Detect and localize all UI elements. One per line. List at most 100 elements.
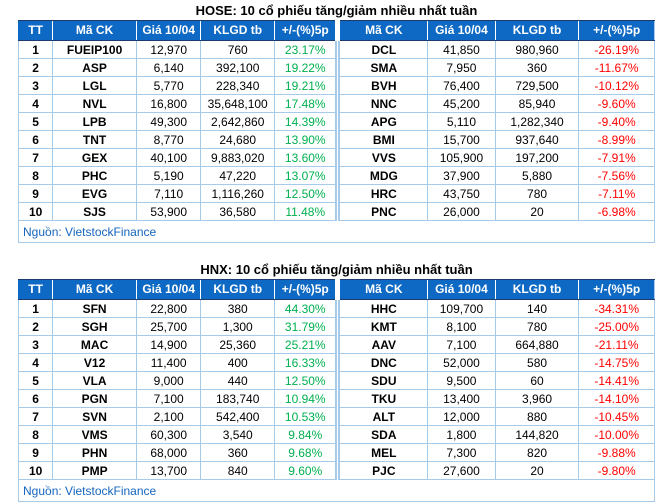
rank-cell: 7: [17, 407, 54, 426]
price-cell: 40,100: [135, 148, 202, 167]
ticker-cell: TNT: [52, 130, 137, 149]
change-cell: -14.75%: [578, 353, 655, 372]
change-cell: 17.48%: [273, 94, 339, 113]
change-cell: -14.10%: [578, 389, 655, 408]
ticker-cell: PJC: [335, 461, 429, 480]
rank-cell: 10: [17, 461, 54, 480]
price-cell: 7,300: [427, 443, 496, 462]
price-cell: 5,770: [135, 76, 202, 95]
change-cell: 25.21%: [273, 335, 339, 354]
ticker-cell: SJS: [52, 202, 137, 221]
price-cell: 26,000: [427, 202, 496, 221]
volume-cell: 1,116,260: [200, 184, 275, 203]
ticker-cell: MEL: [335, 443, 429, 462]
volume-cell: 197,200: [494, 148, 580, 167]
change-cell: -9.60%: [578, 94, 655, 113]
volume-cell: 228,340: [200, 76, 275, 95]
volume-cell: 729,500: [494, 76, 580, 95]
price-cell: 25,700: [135, 317, 202, 336]
change-cell: -9.88%: [578, 443, 655, 462]
change-cell: 9.60%: [273, 461, 339, 480]
rank-cell: 9: [17, 184, 54, 203]
table-row: 2 ASP 6,140 392,100 19.22% SMA 7,950 360 -11.67%: [17, 58, 655, 77]
volume-cell: 3,960: [494, 389, 580, 408]
ticker-cell: PHN: [52, 443, 137, 462]
volume-cell: 20: [494, 202, 580, 221]
col-header-rank: TT: [17, 279, 53, 300]
ticker-cell: SDA: [335, 425, 429, 444]
ticker-cell: SGH: [52, 317, 137, 336]
col-header-volume-losers: KLGD tb: [494, 20, 579, 41]
ticker-cell: APG: [335, 112, 429, 131]
change-cell: -6.98%: [578, 202, 655, 221]
volume-cell: 880: [494, 407, 580, 426]
hnx-table-body: 1 SFN 22,800 380 44.30% HHC 109,700 140 -34.31% 2…: [17, 299, 655, 480]
table-row: 9 PHN 68,000 360 9.68% MEL 7,300 820 -9.88%: [17, 443, 655, 462]
price-cell: 8,770: [135, 130, 202, 149]
rank-cell: 4: [17, 94, 54, 113]
change-cell: 14.39%: [273, 112, 339, 131]
volume-cell: 3,540: [200, 425, 275, 444]
price-cell: 13,700: [135, 461, 202, 480]
rank-cell: 7: [17, 148, 54, 167]
change-cell: 13.60%: [273, 148, 339, 167]
price-cell: 8,100: [427, 317, 496, 336]
ticker-cell: FUEIP100: [52, 40, 137, 59]
col-header-price-gainers: Giá 10/04: [135, 279, 201, 300]
table-row: 1 SFN 22,800 380 44.30% HHC 109,700 140 -34.31%: [17, 299, 655, 318]
ticker-cell: PHC: [52, 166, 137, 185]
volume-cell: 542,400: [200, 407, 275, 426]
rank-cell: 4: [17, 353, 54, 372]
change-cell: -14.41%: [578, 371, 655, 390]
hose-table: TT Mã CK Giá 10/04 KLGD tb +/-(%)5p Mã C…: [17, 20, 655, 243]
rank-cell: 8: [17, 425, 54, 444]
rank-cell: 10: [17, 202, 54, 221]
price-cell: 105,900: [427, 148, 496, 167]
price-cell: 9,000: [135, 371, 202, 390]
price-cell: 12,970: [135, 40, 202, 59]
volume-cell: 1,282,340: [494, 112, 580, 131]
volume-cell: 183,740: [200, 389, 275, 408]
change-cell: 9.68%: [273, 443, 339, 462]
table-row: 1 FUEIP100 12,970 760 23.17% DCL 41,850 980,960…: [17, 40, 655, 59]
hose-table-title: HOSE: 10 cổ phiếu tăng/giảm nhiều nhất t…: [195, 3, 478, 18]
price-cell: 37,900: [427, 166, 496, 185]
change-cell: -26.19%: [578, 40, 655, 59]
table-row: 8 PHC 5,190 47,220 13.07% MDG 37,900 5,880 -7.56…: [17, 166, 655, 185]
change-cell: -7.91%: [578, 148, 655, 167]
volume-cell: 820: [494, 443, 580, 462]
ticker-cell: VVS: [335, 148, 429, 167]
table-row: 9 EVG 7,110 1,116,260 12.50% HRC 43,750 780 -7.1…: [17, 184, 655, 203]
table-row: 7 GEX 40,100 9,883,020 13.60% VVS 105,900 197,2…: [17, 148, 655, 167]
change-cell: -11.67%: [578, 58, 655, 77]
price-cell: 11,400: [135, 353, 202, 372]
ticker-cell: NNC: [335, 94, 429, 113]
price-cell: 14,900: [135, 335, 202, 354]
change-cell: 10.53%: [273, 407, 339, 426]
table-row: 3 LGL 5,770 228,340 19.21% BVH 76,400 729,500 -1…: [17, 76, 655, 95]
price-cell: 1,800: [427, 425, 496, 444]
table-row: 10 PMP 13,700 840 9.60% PJC 27,600 20 -9.80%: [17, 461, 655, 480]
volume-cell: 664,880: [494, 335, 580, 354]
price-cell: 68,000: [135, 443, 202, 462]
col-header-ticker-gainers: Mã CK: [52, 279, 137, 300]
volume-cell: 144,820: [494, 425, 580, 444]
rank-cell: 3: [17, 76, 54, 95]
ticker-cell: SFN: [52, 299, 137, 318]
change-cell: -25.00%: [578, 317, 655, 336]
ticker-cell: MDG: [335, 166, 429, 185]
volume-cell: 140: [494, 299, 580, 318]
change-cell: 44.30%: [273, 299, 339, 318]
volume-cell: 5,880: [494, 166, 580, 185]
volume-cell: 780: [494, 184, 580, 203]
change-cell: -7.56%: [578, 166, 655, 185]
rank-cell: 9: [17, 443, 54, 462]
col-header-rank: TT: [17, 20, 53, 41]
price-cell: 27,600: [427, 461, 496, 480]
volume-cell: 980,960: [494, 40, 580, 59]
volume-cell: 760: [200, 40, 275, 59]
change-cell: -10.00%: [578, 425, 655, 444]
change-cell: -21.11%: [578, 335, 655, 354]
change-cell: 23.17%: [273, 40, 339, 59]
change-cell: 19.21%: [273, 76, 339, 95]
